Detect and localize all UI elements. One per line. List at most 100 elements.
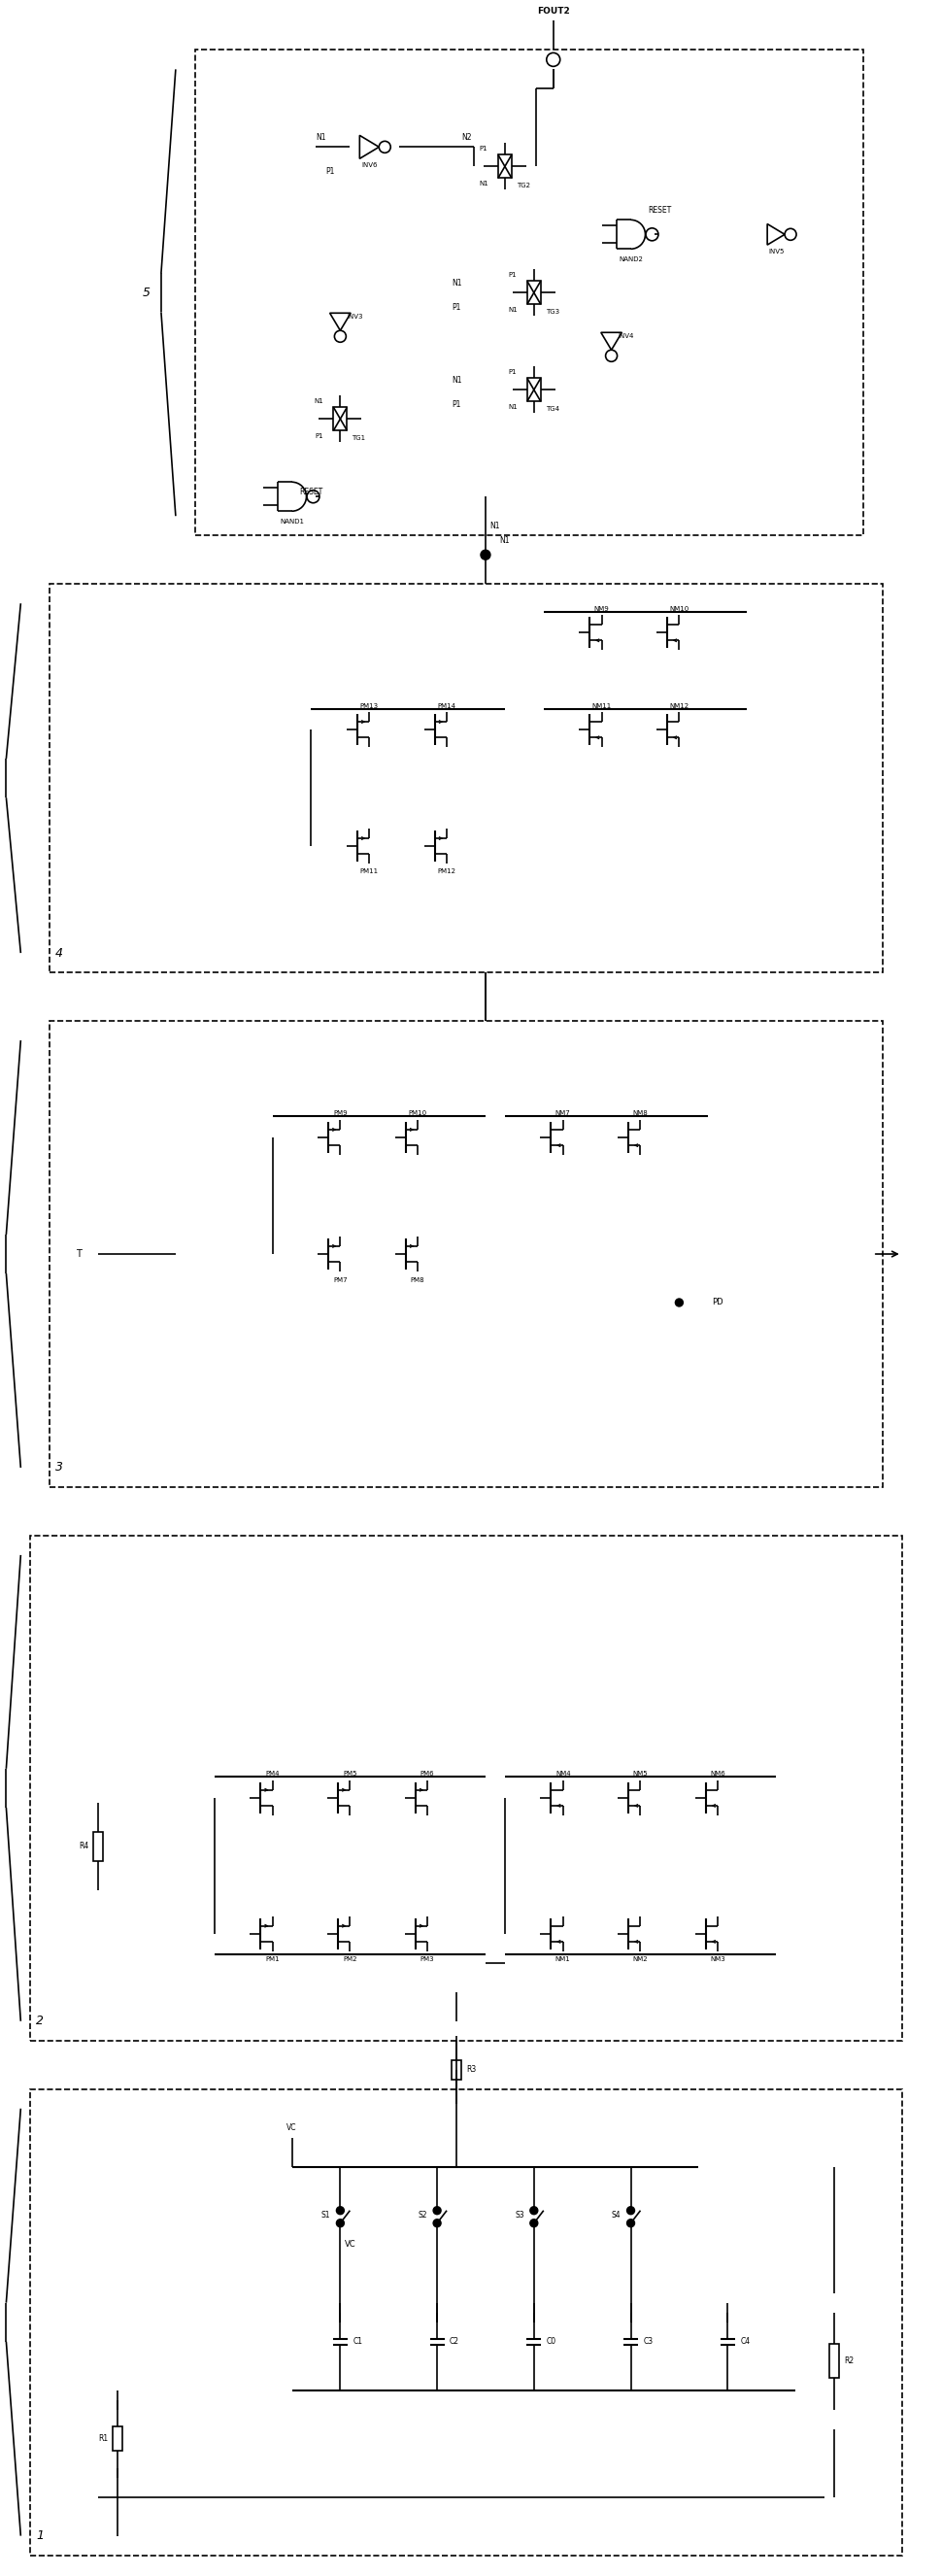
Circle shape xyxy=(336,2221,343,2228)
Bar xyxy=(50,1020,882,1486)
Text: PM10: PM10 xyxy=(408,1110,426,1115)
Text: C4: C4 xyxy=(740,2336,749,2347)
Text: PM9: PM9 xyxy=(333,1110,347,1115)
Text: P1: P1 xyxy=(452,399,460,410)
Text: NM5: NM5 xyxy=(632,1772,647,1777)
Text: NM11: NM11 xyxy=(591,703,611,708)
Text: S1: S1 xyxy=(321,2210,330,2221)
Bar xyxy=(195,49,862,536)
Text: 3: 3 xyxy=(56,1461,63,1473)
Text: NM4: NM4 xyxy=(555,1772,570,1777)
Text: TG1: TG1 xyxy=(352,435,365,440)
Circle shape xyxy=(530,2208,537,2215)
Circle shape xyxy=(433,2221,440,2228)
Text: INV4: INV4 xyxy=(617,332,633,340)
Text: N2: N2 xyxy=(460,134,470,142)
Text: N1: N1 xyxy=(507,307,517,314)
Circle shape xyxy=(627,2208,634,2215)
Text: P1: P1 xyxy=(508,368,517,376)
Text: PM5: PM5 xyxy=(343,1772,357,1777)
Text: FOUT2: FOUT2 xyxy=(536,8,569,15)
Circle shape xyxy=(433,2208,440,2215)
Text: 2: 2 xyxy=(36,2014,44,2027)
Text: N1: N1 xyxy=(507,404,517,410)
Text: C2: C2 xyxy=(449,2336,459,2347)
Text: NM3: NM3 xyxy=(710,1958,725,1963)
Text: N1: N1 xyxy=(315,134,326,142)
Text: INV6: INV6 xyxy=(361,162,377,167)
Text: PM13: PM13 xyxy=(359,703,378,708)
Text: N1: N1 xyxy=(500,536,509,544)
Bar xyxy=(527,281,540,304)
Text: PM8: PM8 xyxy=(410,1278,424,1283)
Text: R1: R1 xyxy=(98,2434,108,2442)
Text: N1: N1 xyxy=(451,376,461,384)
Bar xyxy=(498,155,511,178)
Text: NM12: NM12 xyxy=(669,703,688,708)
Text: NM2: NM2 xyxy=(632,1958,647,1963)
Text: 4: 4 xyxy=(56,945,63,958)
Text: NAND1: NAND1 xyxy=(279,518,304,526)
Text: NM1: NM1 xyxy=(555,1958,570,1963)
Text: RESET: RESET xyxy=(299,487,323,497)
Text: 1: 1 xyxy=(36,2530,44,2543)
Circle shape xyxy=(627,2221,634,2228)
Text: S3: S3 xyxy=(514,2210,523,2221)
Text: PD: PD xyxy=(711,1298,723,1306)
Bar xyxy=(50,585,882,971)
Text: PM2: PM2 xyxy=(343,1958,357,1963)
Text: NM6: NM6 xyxy=(710,1772,725,1777)
Text: R4: R4 xyxy=(79,1842,88,1850)
Text: C3: C3 xyxy=(643,2336,652,2347)
Text: N1: N1 xyxy=(314,399,324,404)
Text: NAND2: NAND2 xyxy=(618,258,642,263)
Circle shape xyxy=(336,2208,343,2215)
Text: R2: R2 xyxy=(843,2357,853,2365)
Text: N1: N1 xyxy=(478,180,487,188)
Text: R3: R3 xyxy=(466,2066,475,2074)
Bar xyxy=(333,407,346,430)
Text: PM4: PM4 xyxy=(265,1772,279,1777)
Text: 5: 5 xyxy=(143,286,151,299)
Text: TG4: TG4 xyxy=(545,407,559,412)
Bar xyxy=(93,1832,103,1860)
Text: VC: VC xyxy=(344,2241,355,2249)
Circle shape xyxy=(530,2221,537,2228)
Text: T: T xyxy=(76,1249,82,1260)
Text: TG3: TG3 xyxy=(545,309,559,314)
Text: PM11: PM11 xyxy=(359,868,378,873)
Text: INV5: INV5 xyxy=(767,247,783,255)
Circle shape xyxy=(480,551,490,559)
Bar xyxy=(451,2061,461,2079)
Text: C1: C1 xyxy=(353,2336,362,2347)
Text: N1: N1 xyxy=(451,278,461,289)
Text: PM7: PM7 xyxy=(333,1278,347,1283)
Bar xyxy=(113,2427,122,2450)
Text: P1: P1 xyxy=(326,167,335,175)
Text: TG2: TG2 xyxy=(516,183,530,188)
Text: P1: P1 xyxy=(479,147,487,152)
Text: N1: N1 xyxy=(489,520,500,531)
Text: NM9: NM9 xyxy=(594,605,609,611)
Bar xyxy=(527,379,540,402)
Bar xyxy=(30,2089,901,2555)
Text: PM14: PM14 xyxy=(438,703,455,708)
Text: NM10: NM10 xyxy=(669,605,688,611)
Text: PM6: PM6 xyxy=(420,1772,434,1777)
Text: P1: P1 xyxy=(508,273,517,278)
Text: PM12: PM12 xyxy=(438,868,455,873)
Text: S4: S4 xyxy=(611,2210,620,2221)
Text: RESET: RESET xyxy=(647,206,671,214)
Text: VC: VC xyxy=(286,2123,296,2133)
Text: PM1: PM1 xyxy=(265,1958,279,1963)
Text: S2: S2 xyxy=(418,2210,426,2221)
Circle shape xyxy=(675,1298,682,1306)
Text: NM8: NM8 xyxy=(632,1110,647,1115)
Bar xyxy=(828,2344,838,2378)
Text: NM7: NM7 xyxy=(555,1110,570,1115)
Text: C0: C0 xyxy=(546,2336,556,2347)
Text: INV3: INV3 xyxy=(346,314,362,319)
Bar xyxy=(30,1535,901,2040)
Text: PM3: PM3 xyxy=(420,1958,434,1963)
Text: P1: P1 xyxy=(314,433,323,440)
